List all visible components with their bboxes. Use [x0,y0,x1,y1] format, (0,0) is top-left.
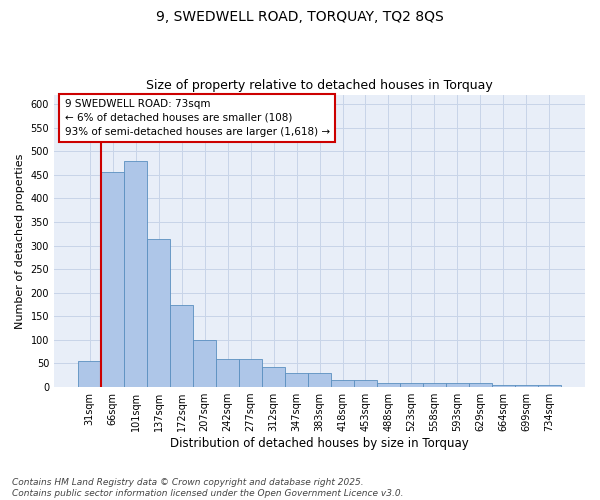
Bar [239,359,262,387]
Bar [331,380,354,387]
Bar [147,240,170,387]
Bar [492,385,515,387]
Bar [262,368,285,387]
Title: Size of property relative to detached houses in Torquay: Size of property relative to detached ho… [146,79,493,92]
Text: 9, SWEDWELL ROAD, TORQUAY, TQ2 8QS: 9, SWEDWELL ROAD, TORQUAY, TQ2 8QS [156,10,444,24]
Bar [124,160,147,387]
Bar [400,383,423,387]
Bar [216,359,239,387]
Y-axis label: Number of detached properties: Number of detached properties [15,153,25,328]
Bar [308,373,331,387]
Bar [285,373,308,387]
Bar [377,383,400,387]
Bar [423,383,446,387]
Bar [538,385,561,387]
Text: 9 SWEDWELL ROAD: 73sqm
← 6% of detached houses are smaller (108)
93% of semi-det: 9 SWEDWELL ROAD: 73sqm ← 6% of detached … [65,99,330,137]
X-axis label: Distribution of detached houses by size in Torquay: Distribution of detached houses by size … [170,437,469,450]
Bar [101,172,124,387]
Bar [354,380,377,387]
Bar [193,340,216,387]
Bar [515,385,538,387]
Bar [446,383,469,387]
Bar [78,361,101,387]
Bar [170,304,193,387]
Bar [469,384,492,387]
Text: Contains HM Land Registry data © Crown copyright and database right 2025.
Contai: Contains HM Land Registry data © Crown c… [12,478,404,498]
